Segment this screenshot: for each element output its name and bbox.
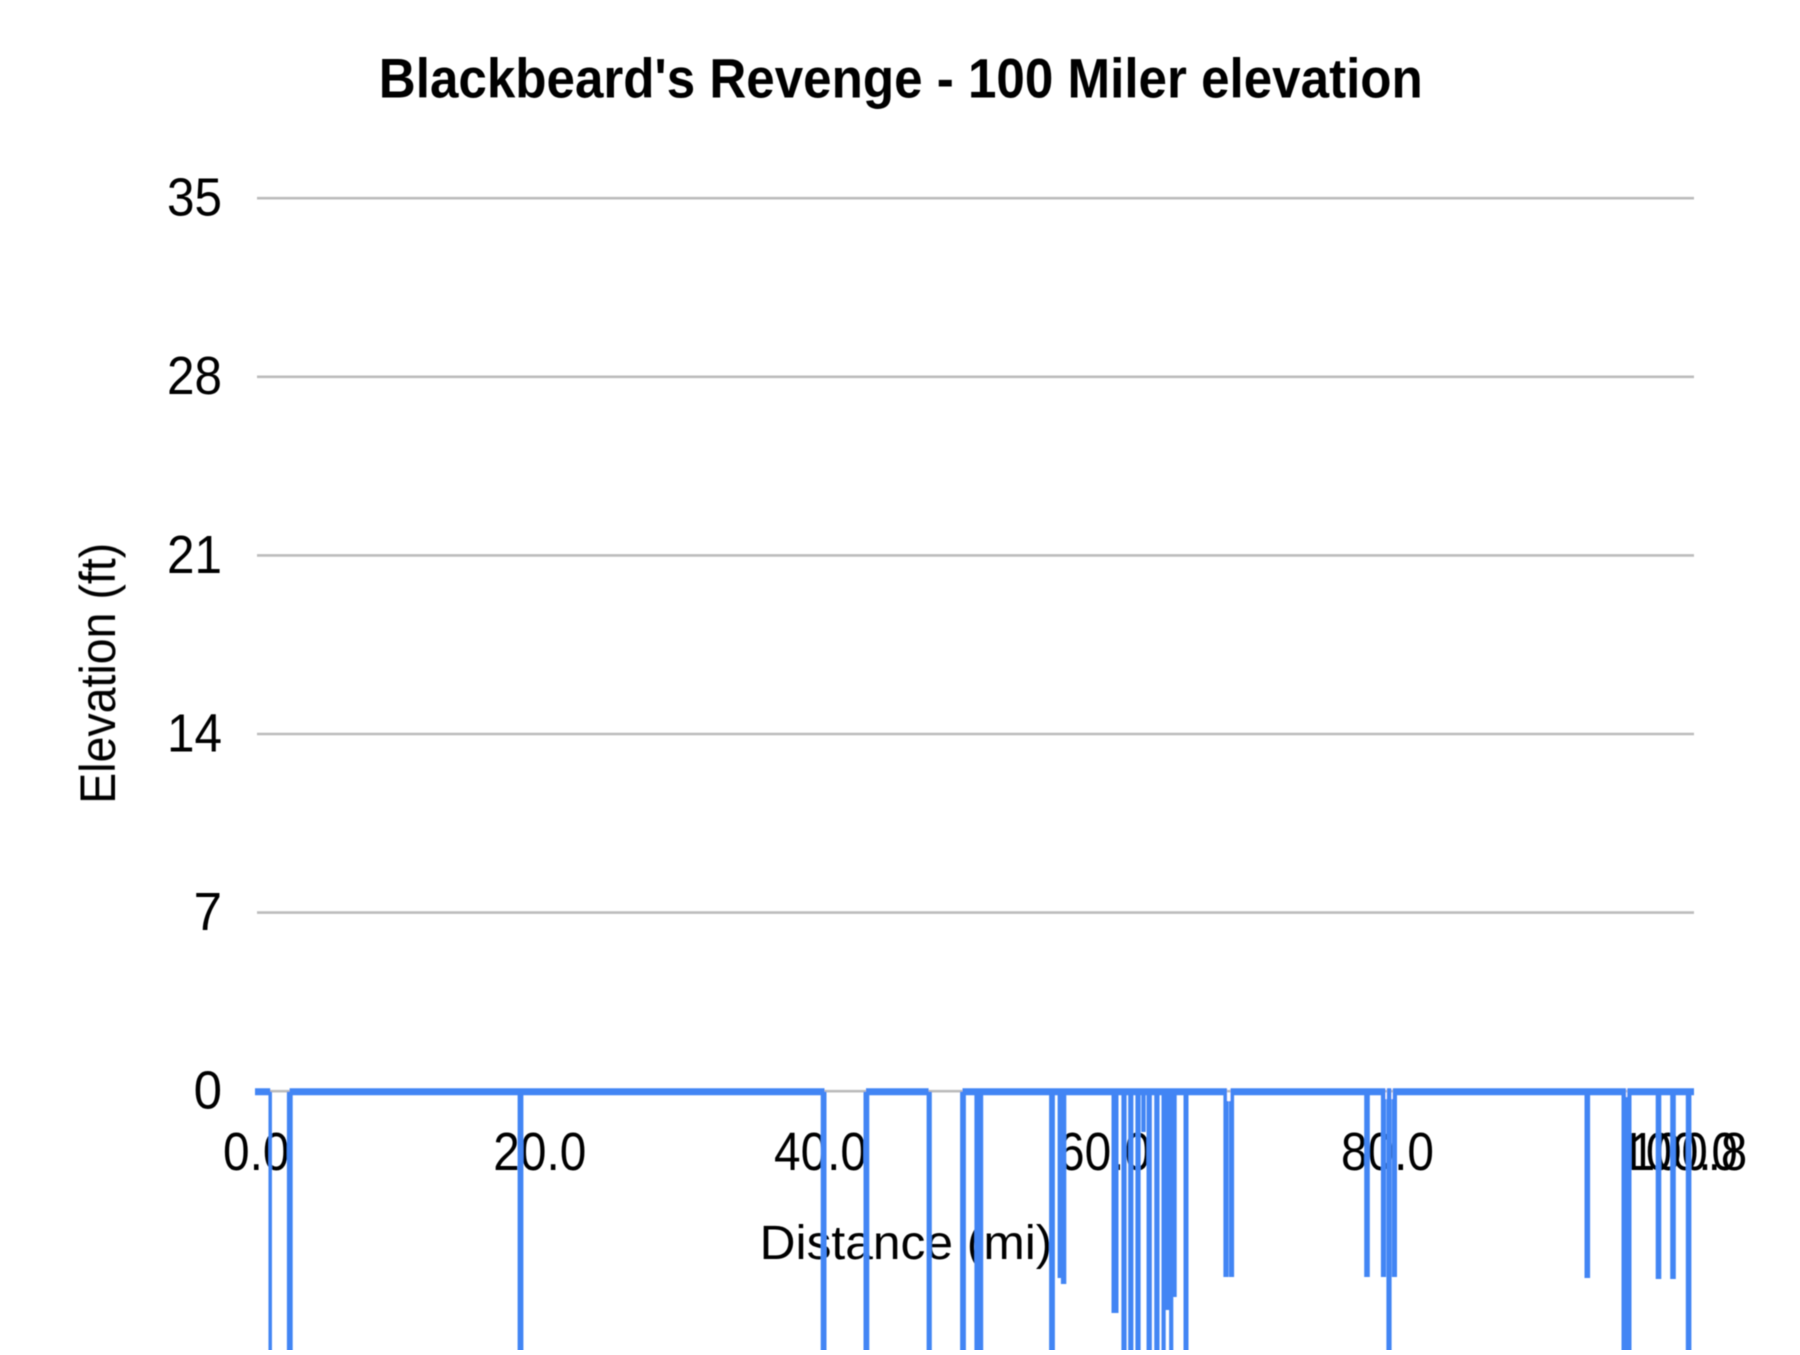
- svg-text:28: 28: [167, 346, 222, 406]
- svg-text:Distance (mi): Distance (mi): [760, 1217, 1053, 1270]
- svg-text:Elevation (ft): Elevation (ft): [70, 543, 126, 804]
- svg-text:0.0: 0.0: [223, 1122, 290, 1182]
- svg-text:100.0: 100.0: [1620, 1122, 1738, 1182]
- svg-text:21: 21: [167, 525, 222, 585]
- svg-text:20.0: 20.0: [493, 1122, 586, 1182]
- svg-text:14: 14: [167, 703, 222, 763]
- svg-text:35: 35: [167, 168, 222, 228]
- svg-text:Blackbeard's Revenge - 100 Mil: Blackbeard's Revenge - 100 Miler elevati…: [379, 47, 1423, 109]
- svg-text:0: 0: [194, 1061, 222, 1121]
- svg-text:7: 7: [194, 882, 222, 942]
- svg-text:40.0: 40.0: [774, 1122, 867, 1182]
